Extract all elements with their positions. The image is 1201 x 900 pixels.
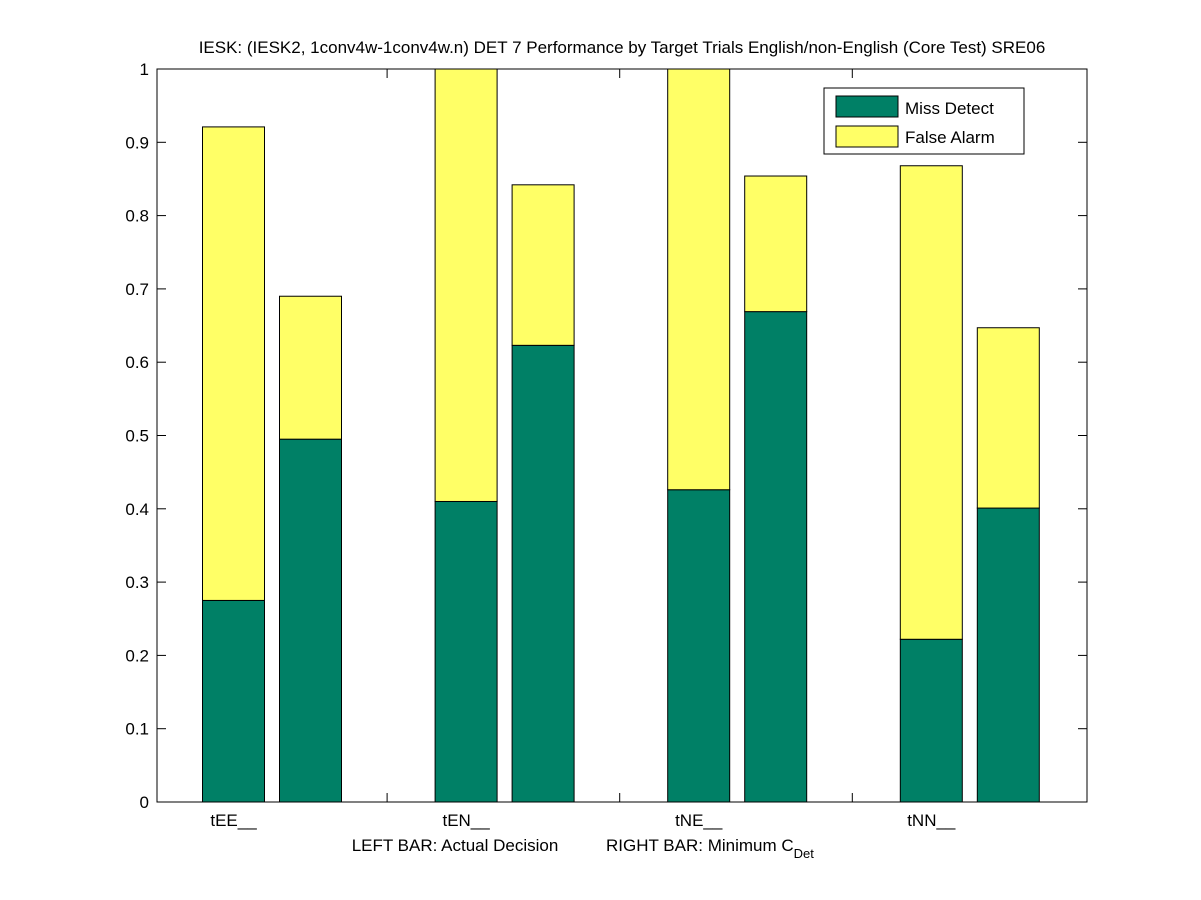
bar-tEE-actual-false-alarm: [202, 126, 265, 601]
y-tick-label: 0.1: [125, 720, 149, 739]
y-tick-label: 0.7: [125, 280, 149, 299]
y-tick-label: 0: [140, 793, 149, 812]
x-tick-label: tEE__: [210, 811, 257, 830]
plot-frame: [156, 68, 1088, 803]
x-tick-label: tEN__: [442, 811, 490, 830]
legend-label-miss-detect: Miss Detect: [905, 99, 994, 118]
x-tick-label: tNE__: [675, 811, 723, 830]
x-axis-label-subscript: Det: [794, 846, 815, 861]
legend-label-false-alarm: False Alarm: [905, 128, 995, 147]
axis-ticks: [157, 68, 1087, 803]
bar-tEE-min-false-alarm: [279, 295, 342, 440]
bar-tEN-actual-miss: [434, 500, 498, 803]
x-axis-label-left: LEFT BAR: Actual Decision: [352, 836, 559, 855]
bar-tNN-actual-miss: [899, 638, 963, 803]
bar-tEN-min-false-alarm: [511, 184, 575, 346]
y-tick-label: 0.8: [125, 207, 149, 226]
bars: [202, 68, 1040, 803]
y-tick-label: 0.5: [125, 427, 149, 446]
bar-tEN-min-miss: [511, 344, 575, 803]
bar-tNN-actual-false-alarm: [899, 165, 963, 640]
bar-tEN-actual-false-alarm: [434, 68, 498, 502]
x-tick-label: tNN__: [907, 811, 956, 830]
y-tick-label: 0.4: [125, 500, 149, 519]
legend: Miss Detect False Alarm: [823, 87, 1025, 155]
bar-tNN-min-false-alarm: [976, 327, 1040, 509]
bar-tEE-actual-miss: [202, 599, 265, 803]
x-axis-label-right-text: RIGHT BAR: Minimum C: [606, 836, 794, 855]
x-tick-labels: tEE__ tEN__ tNE__ tNN__: [210, 811, 956, 830]
y-tick-label: 0.9: [125, 133, 149, 152]
bar-tNN-min-miss: [976, 507, 1040, 803]
chart-title: IESK: (IESK2, 1conv4w-1conv4w.n) DET 7 P…: [199, 38, 1046, 57]
legend-swatch-false-alarm: [835, 125, 899, 148]
bar-tNE-actual-miss: [667, 489, 731, 803]
y-tick-labels: 0 0.1 0.2 0.3 0.4 0.5 0.6 0.7 0.8 0.9 1: [125, 60, 149, 812]
bar-tNE-actual-false-alarm: [667, 68, 731, 491]
bar-tNE-min-false-alarm: [744, 175, 808, 313]
y-tick-label: 0.6: [125, 353, 149, 372]
bar-tEE-min-miss: [279, 438, 342, 803]
bar-tNE-min-miss: [744, 311, 808, 803]
y-tick-label: 0.2: [125, 646, 149, 665]
x-axis-label-right: RIGHT BAR: Minimum CDet: [606, 836, 814, 861]
legend-swatch-miss-detect: [835, 95, 899, 118]
y-tick-label: 0.3: [125, 573, 149, 592]
y-tick-label: 1: [140, 60, 149, 79]
